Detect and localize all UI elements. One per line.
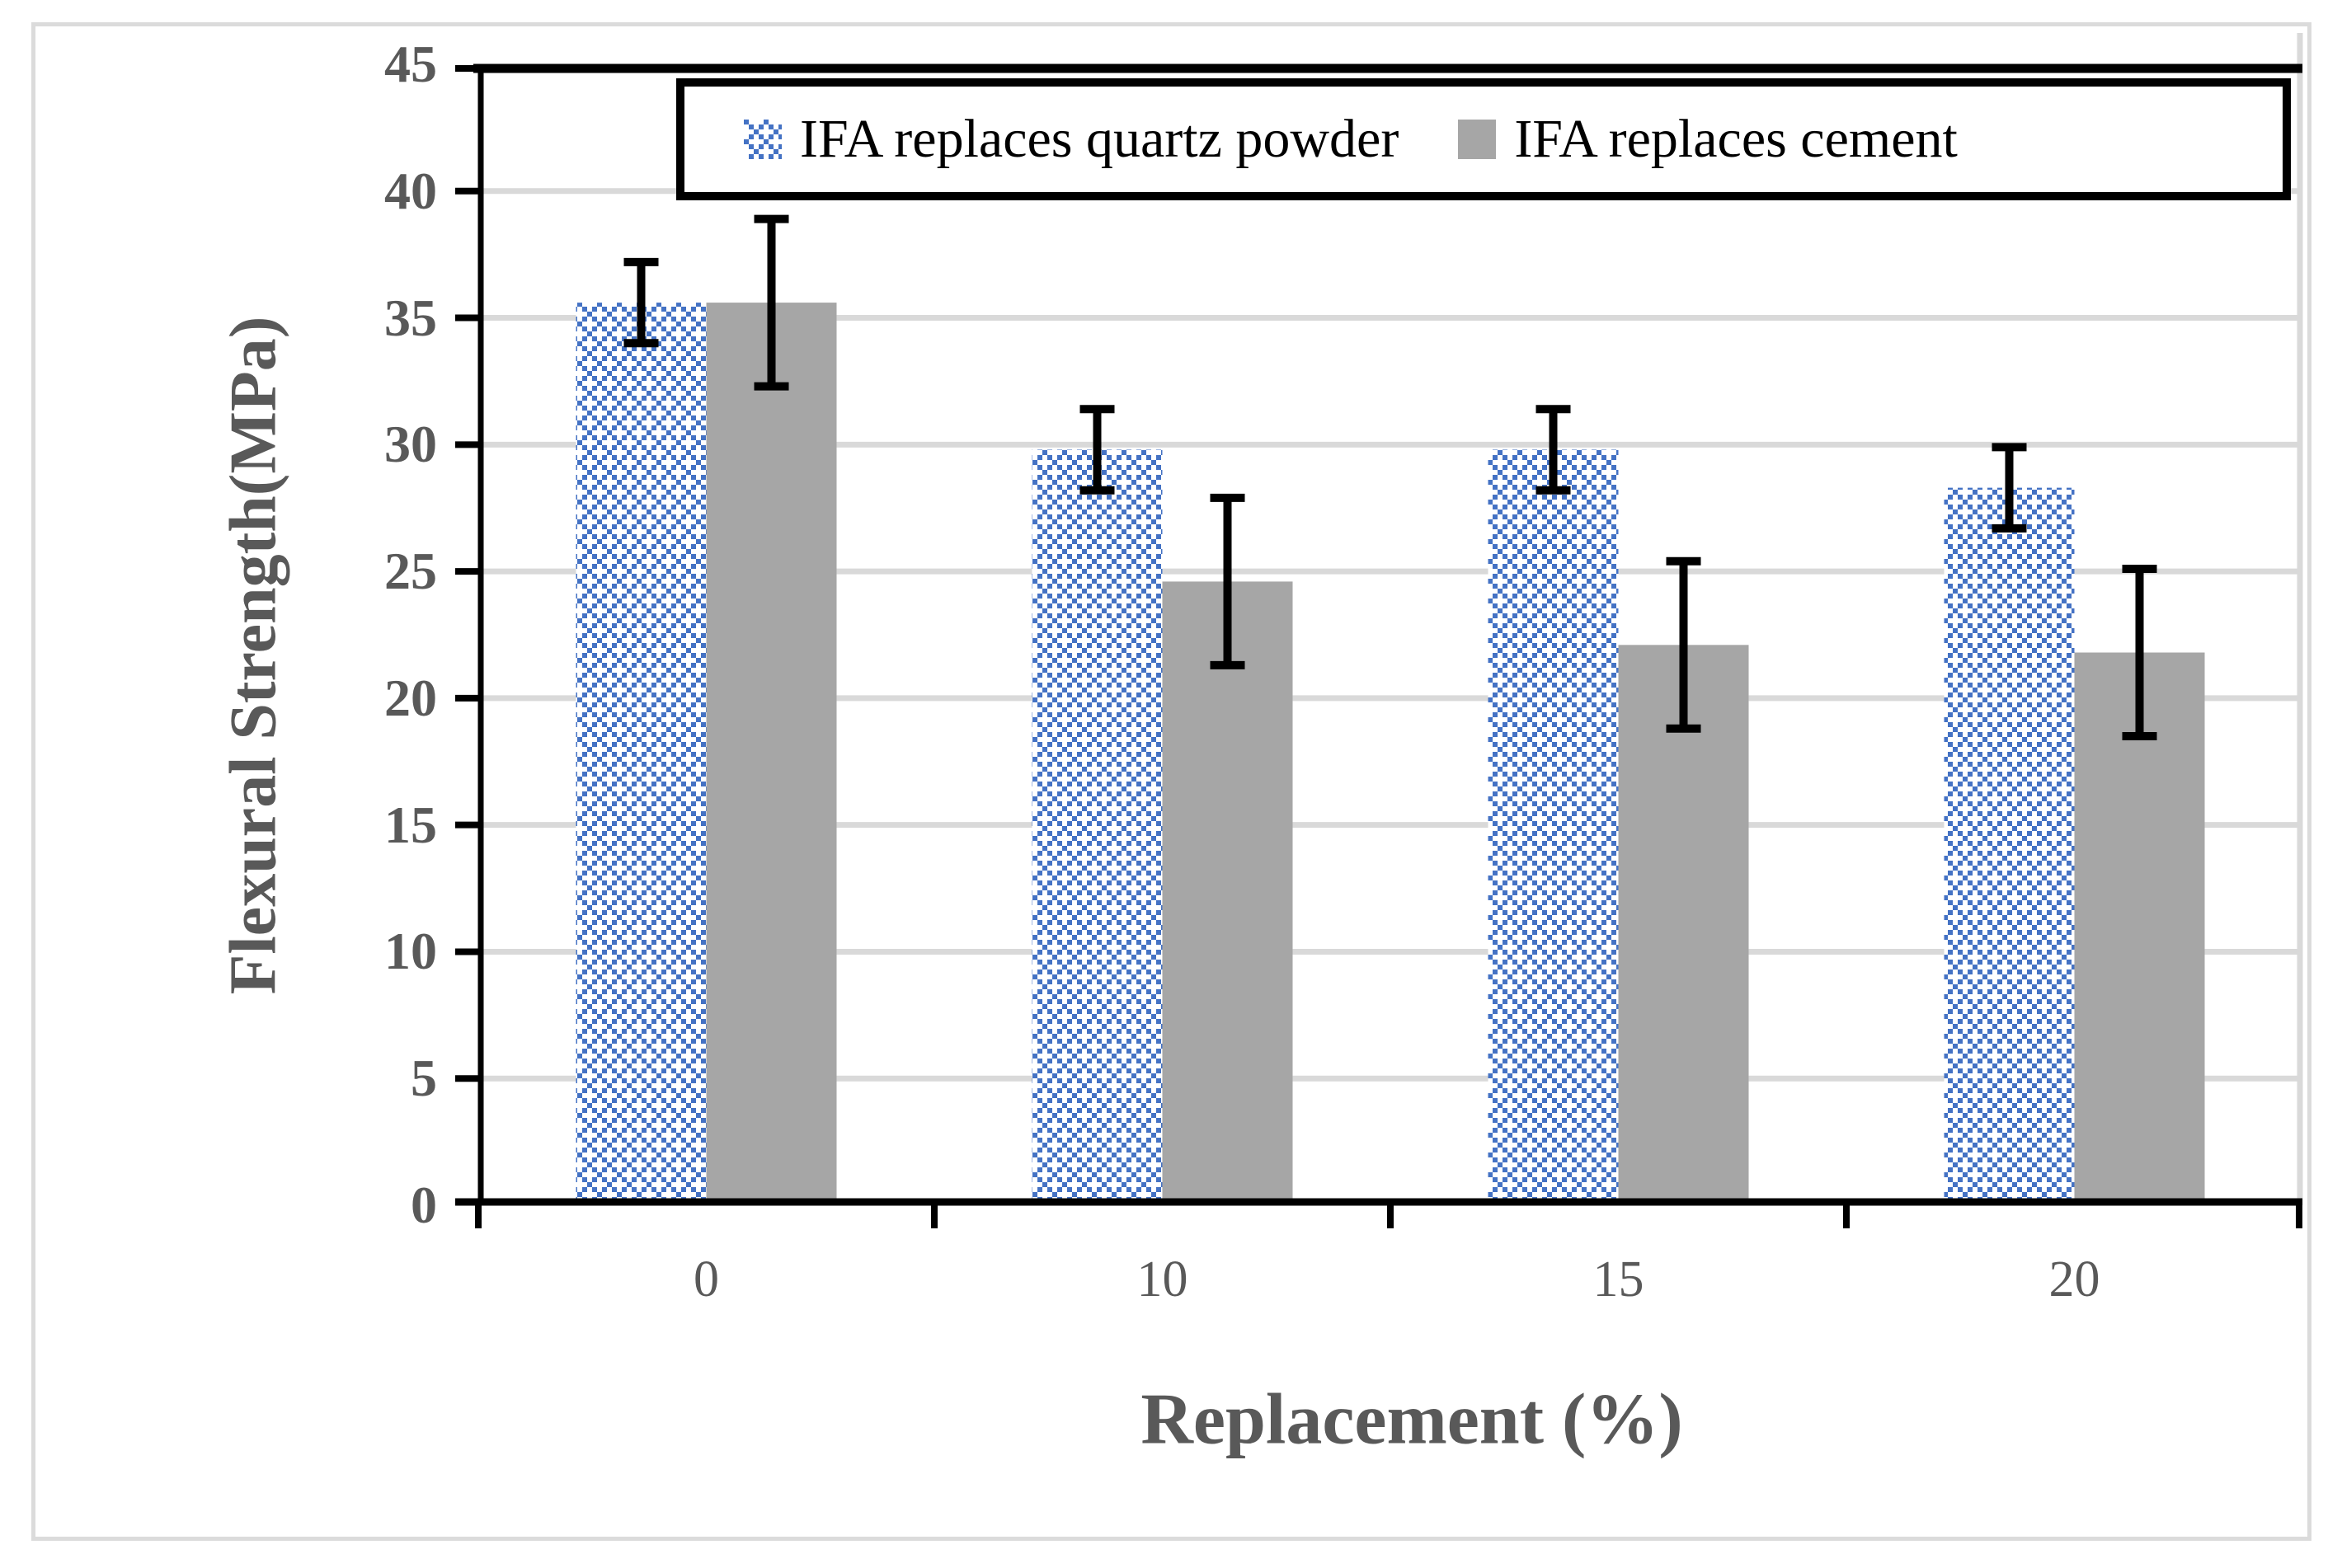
y-tick-label-45: 45 — [384, 35, 437, 93]
legend-label-quartz: IFA replaces quartz powder — [800, 109, 1399, 169]
y-tick-label-30: 30 — [384, 415, 437, 474]
bar-series1-cat0 — [706, 303, 837, 1205]
legend-swatch-pattern-icon — [744, 120, 782, 159]
bar-series0-cat3 — [1944, 487, 2075, 1205]
figure-border — [31, 22, 2311, 1541]
legend-item-cement: IFA replaces cement — [1458, 108, 1958, 171]
x-tick-label-15: 15 — [1592, 1251, 1644, 1307]
y-tick-label-0: 0 — [411, 1176, 437, 1234]
y-tick-label-40: 40 — [384, 161, 437, 220]
bar-series0-cat1 — [1032, 449, 1163, 1205]
x-axis-title: Replacement (%) — [1140, 1379, 1683, 1460]
bar-series1-cat3 — [2074, 652, 2205, 1205]
y-tick-label-10: 10 — [384, 922, 437, 981]
y-tick-label-35: 35 — [384, 288, 437, 347]
legend-swatch-solid-icon — [1458, 120, 1497, 159]
y-tick-label-5: 5 — [411, 1049, 437, 1108]
x-tick-label-10: 10 — [1136, 1251, 1188, 1307]
y-tick-label-15: 15 — [384, 795, 437, 854]
x-tick-label-0: 0 — [694, 1251, 719, 1307]
y-tick-label-25: 25 — [384, 542, 437, 601]
plot-area — [455, 33, 2303, 1228]
y-tick-label-20: 20 — [384, 668, 437, 727]
legend-label-cement: IFA replaces cement — [1514, 109, 1958, 169]
bar-series1-cat1 — [1162, 581, 1293, 1205]
bar-series0-cat0 — [576, 303, 707, 1205]
bar-series1-cat2 — [1618, 645, 1749, 1205]
legend-item-quartz: IFA replaces quartz powder — [744, 108, 1399, 171]
x-tick-label-20: 20 — [2048, 1251, 2100, 1307]
bar-series0-cat2 — [1488, 449, 1619, 1205]
legend: IFA replaces quartz powder IFA replaces … — [676, 78, 2291, 200]
